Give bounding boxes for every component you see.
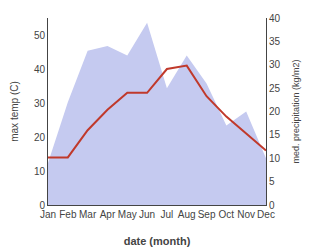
- svg-text:30: 30: [34, 98, 46, 109]
- svg-text:Feb: Feb: [59, 209, 77, 220]
- svg-text:30: 30: [269, 59, 281, 70]
- svg-text:Oct: Oct: [219, 209, 235, 220]
- svg-text:0: 0: [39, 200, 45, 211]
- svg-text:Apr: Apr: [100, 209, 116, 220]
- svg-text:May: May: [118, 209, 137, 220]
- svg-text:Jul: Jul: [161, 209, 174, 220]
- svg-text:0: 0: [269, 200, 275, 211]
- svg-text:Dec: Dec: [257, 209, 275, 220]
- svg-text:20: 20: [34, 132, 46, 143]
- svg-text:40: 40: [34, 64, 46, 75]
- svg-text:date (month): date (month): [124, 235, 191, 247]
- svg-text:25: 25: [269, 83, 281, 94]
- svg-text:10: 10: [269, 153, 281, 164]
- svg-text:50: 50: [34, 30, 46, 41]
- svg-text:5: 5: [269, 176, 275, 187]
- svg-text:15: 15: [269, 129, 281, 140]
- svg-text:10: 10: [34, 166, 46, 177]
- svg-text:Nov: Nov: [237, 209, 255, 220]
- svg-text:40: 40: [269, 13, 281, 24]
- svg-text:Mar: Mar: [79, 209, 97, 220]
- svg-text:Sep: Sep: [198, 209, 216, 220]
- svg-text:20: 20: [269, 106, 281, 117]
- svg-text:Aug: Aug: [178, 209, 196, 220]
- svg-text:med. precipitation (kg/m2): med. precipitation (kg/m2): [291, 59, 301, 163]
- svg-text:35: 35: [269, 36, 281, 47]
- svg-text:Jun: Jun: [139, 209, 155, 220]
- svg-text:max temp (C): max temp (C): [9, 81, 20, 142]
- svg-text:Jan: Jan: [40, 209, 56, 220]
